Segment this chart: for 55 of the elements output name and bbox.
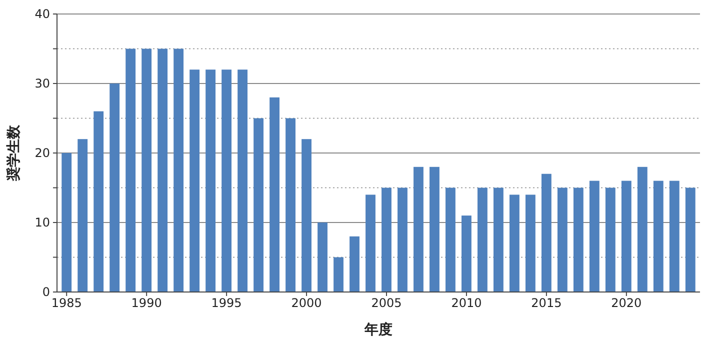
bar xyxy=(62,153,72,292)
bar xyxy=(190,70,200,292)
bar xyxy=(510,194,520,292)
bar xyxy=(158,48,168,292)
bar xyxy=(589,180,600,292)
bar xyxy=(94,111,104,292)
y-tick-label: 30 xyxy=(34,76,50,90)
y-tick-label: 10 xyxy=(34,216,50,230)
bar xyxy=(78,139,88,292)
x-axis-title: 年度 xyxy=(364,321,392,338)
bar xyxy=(414,166,424,292)
bar xyxy=(430,166,440,292)
bar xyxy=(254,118,264,292)
bar xyxy=(621,180,632,292)
x-tick-label: 1990 xyxy=(131,296,162,310)
bar xyxy=(126,48,136,292)
x-tick-label: 2020 xyxy=(611,296,642,310)
x-tick-label: 2005 xyxy=(371,296,402,310)
bar xyxy=(494,188,504,292)
bar xyxy=(238,70,248,292)
bar xyxy=(637,166,648,292)
bar xyxy=(541,174,552,292)
bar xyxy=(398,188,408,292)
y-tick-label: 20 xyxy=(34,146,50,160)
bar xyxy=(142,48,152,292)
bar xyxy=(605,188,616,292)
bar xyxy=(350,236,360,292)
y-tick-label: 40 xyxy=(34,7,50,21)
bar xyxy=(446,188,456,292)
bar xyxy=(573,188,584,292)
x-tick-label: 2015 xyxy=(531,296,562,310)
bar xyxy=(366,194,376,292)
bar xyxy=(685,188,696,292)
bar xyxy=(557,188,568,292)
x-tick-label: 2000 xyxy=(291,296,322,310)
bar xyxy=(653,180,664,292)
bar xyxy=(270,97,280,292)
bar xyxy=(302,139,312,292)
bar xyxy=(478,188,488,292)
bar xyxy=(382,188,392,292)
x-tick-label: 1995 xyxy=(211,296,242,310)
y-tick-label: 0 xyxy=(42,285,50,299)
bar xyxy=(669,180,680,292)
x-tick-label: 2010 xyxy=(451,296,482,310)
bar xyxy=(462,216,472,292)
bar xyxy=(174,48,184,292)
y-axis-title: 奨学生数 xyxy=(6,124,22,182)
x-tick-label: 1985 xyxy=(51,296,82,310)
bar xyxy=(334,257,344,292)
bar xyxy=(525,194,536,292)
bar xyxy=(318,222,328,292)
bar xyxy=(222,70,232,292)
bar xyxy=(286,118,296,292)
bar xyxy=(206,70,216,292)
bar xyxy=(110,84,120,292)
